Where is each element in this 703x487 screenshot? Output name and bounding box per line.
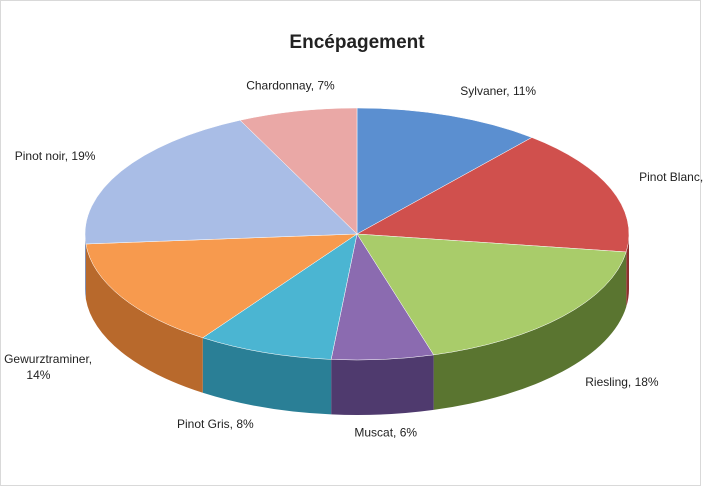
data-label: Pinot Gris, 8% xyxy=(177,417,254,431)
slice xyxy=(356,137,630,253)
slice xyxy=(356,233,627,356)
slice-side xyxy=(85,234,86,299)
slice xyxy=(202,233,358,360)
slice xyxy=(85,233,358,339)
slice xyxy=(356,107,533,235)
slice xyxy=(239,107,358,235)
slice-side xyxy=(202,337,332,415)
data-label: Muscat, 6% xyxy=(354,425,417,439)
data-label-line: 14% xyxy=(26,368,50,382)
data-label: Pinot Blanc, 16% xyxy=(639,170,703,184)
slice-side xyxy=(433,251,627,410)
slice xyxy=(84,119,358,245)
data-label: Gewurztraminer, 14% xyxy=(4,352,95,382)
slice-side xyxy=(331,354,434,416)
data-label: Pinot noir, 19% xyxy=(15,149,96,163)
chart-title: Encépagement xyxy=(289,32,425,53)
data-label: Sylvaner, 11% xyxy=(460,84,536,98)
data-label-line: Gewurztraminer, xyxy=(4,352,95,366)
data-label: Riesling, 18% xyxy=(585,375,659,389)
slice-side xyxy=(626,234,629,307)
slice-side xyxy=(85,243,203,393)
data-label: Chardonnay, 7% xyxy=(246,79,335,93)
